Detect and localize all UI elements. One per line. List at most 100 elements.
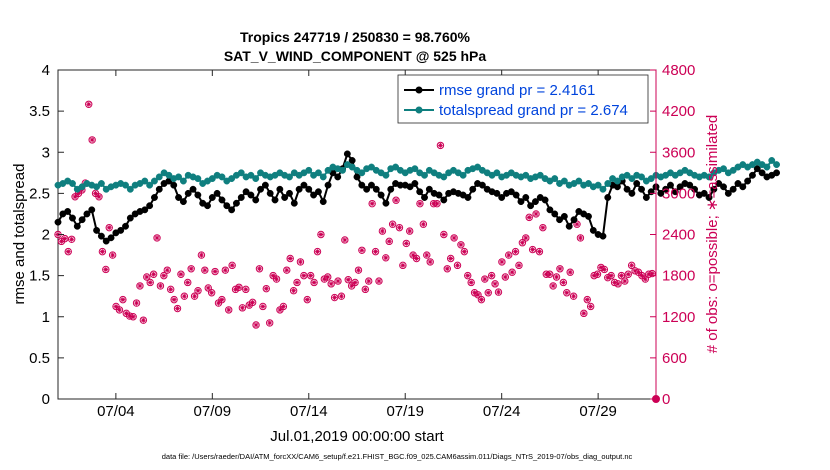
totalspread-point: [78, 183, 86, 191]
rmse-point: [406, 183, 414, 191]
obs-possible-marker: [576, 234, 585, 242]
obs-assimilated-marker: [465, 273, 471, 279]
obs-possible-marker: [498, 258, 506, 266]
rmse-point: [425, 185, 433, 193]
rmse-point: [73, 222, 81, 230]
totalspread-point: [459, 171, 467, 179]
obs-possible-marker: [419, 220, 428, 228]
obs-point: [515, 261, 523, 270]
obs-possible-marker: [477, 295, 486, 304]
obs-possible-marker: [600, 265, 609, 274]
totalspread-point: [151, 177, 158, 185]
totalspread-point: [194, 175, 202, 183]
obs-point: [341, 236, 349, 244]
obs-assimilated-marker: [479, 297, 484, 303]
obs-assimilated-marker: [294, 280, 300, 285]
rmse-point: [218, 196, 226, 204]
obs-assimilated-marker: [550, 283, 556, 289]
rmse-point: [667, 181, 674, 189]
rmse-point: [570, 216, 578, 224]
rmse-point: [700, 189, 708, 197]
obs-point: [61, 234, 69, 243]
obs-assimilated-marker: [168, 286, 174, 292]
obs-possible-marker: [549, 282, 557, 290]
rmse-point: [126, 214, 134, 222]
rmse-point: [107, 234, 115, 242]
rmse-point: [715, 180, 723, 187]
obs-possible-marker: [115, 306, 124, 314]
obs-possible-marker: [88, 136, 96, 144]
rmse-point: [478, 181, 486, 189]
obs-point: [453, 261, 462, 270]
obs-possible-marker: [95, 193, 103, 201]
obs-assimilated-marker: [414, 256, 419, 261]
rmse-point: [531, 198, 539, 206]
obs-possible-marker: [184, 278, 192, 287]
obs-assimilated-marker: [239, 305, 245, 311]
rmse-point: [710, 185, 718, 193]
obs-point: [160, 271, 168, 280]
totalspread-point: [358, 169, 366, 177]
obs-point: [402, 239, 410, 248]
obs-point: [487, 271, 496, 280]
obs-assimilated-marker: [65, 249, 71, 255]
obs-possible-marker: [85, 100, 93, 108]
obs-assimilated-marker: [110, 252, 116, 258]
obs-point: [139, 316, 148, 324]
obs-point: [586, 302, 595, 311]
obs-possible-marker: [153, 234, 161, 242]
obs-point: [190, 292, 199, 300]
obs-possible-marker: [515, 261, 523, 270]
obs-possible-marker: [532, 210, 540, 218]
chart-subtitle: SAT_V_WIND_COMPONENT @ 525 hPa: [224, 48, 487, 64]
rmse-point: [589, 226, 597, 234]
obs-point: [522, 234, 530, 242]
obs-assimilated-marker: [574, 221, 580, 227]
totalspread-point: [228, 175, 236, 183]
rmse-point: [204, 202, 211, 210]
obs-point: [303, 295, 311, 304]
totalspread-point: [286, 173, 293, 181]
obs-point: [156, 282, 165, 290]
obs-possible-marker: [201, 266, 209, 274]
obs-point: [617, 271, 626, 280]
obs-possible-marker: [392, 196, 400, 204]
obs-assimilated-marker: [366, 278, 372, 284]
obs-point: [129, 313, 137, 321]
totalspread-point: [165, 171, 173, 179]
rmse-point: [189, 185, 197, 193]
obs-assimilated-marker: [280, 304, 286, 309]
rmse-point: [749, 171, 756, 179]
obs-assimilated-marker: [390, 221, 396, 227]
obs-assimilated-marker: [379, 228, 385, 234]
obs-point: [235, 283, 243, 291]
obs-assimilated-marker: [448, 256, 454, 261]
totalspread-point: [628, 175, 636, 183]
obs-possible-marker: [436, 141, 445, 150]
obs-possible-marker: [337, 292, 346, 300]
obs-assimilated-marker: [489, 273, 495, 279]
rmse-point: [83, 210, 91, 218]
obs-point: [484, 289, 492, 297]
rmse-point: [194, 191, 202, 199]
obs-assimilated-marker: [212, 269, 218, 274]
obs-point: [426, 258, 434, 266]
obs-point: [518, 239, 527, 247]
obs-point: [399, 261, 407, 270]
rmse-point: [758, 169, 766, 177]
obs-assimilated-marker: [427, 259, 433, 265]
rmse-point: [642, 194, 650, 201]
obs-assimilated-marker: [438, 142, 443, 148]
rmse-point: [179, 198, 187, 206]
obs-possible-marker: [221, 266, 230, 274]
obs-point: [607, 271, 615, 280]
obs-assimilated-marker: [509, 269, 515, 275]
obs-point: [313, 247, 322, 256]
obs-point: [580, 309, 588, 318]
y-tick-label: 1.5: [29, 268, 50, 285]
x-tick-label: 07/09: [194, 403, 232, 420]
obs-point: [207, 289, 216, 297]
rmse-point: [208, 194, 216, 201]
obs-possible-marker: [160, 271, 168, 280]
obs-assimilated-marker: [328, 281, 334, 287]
